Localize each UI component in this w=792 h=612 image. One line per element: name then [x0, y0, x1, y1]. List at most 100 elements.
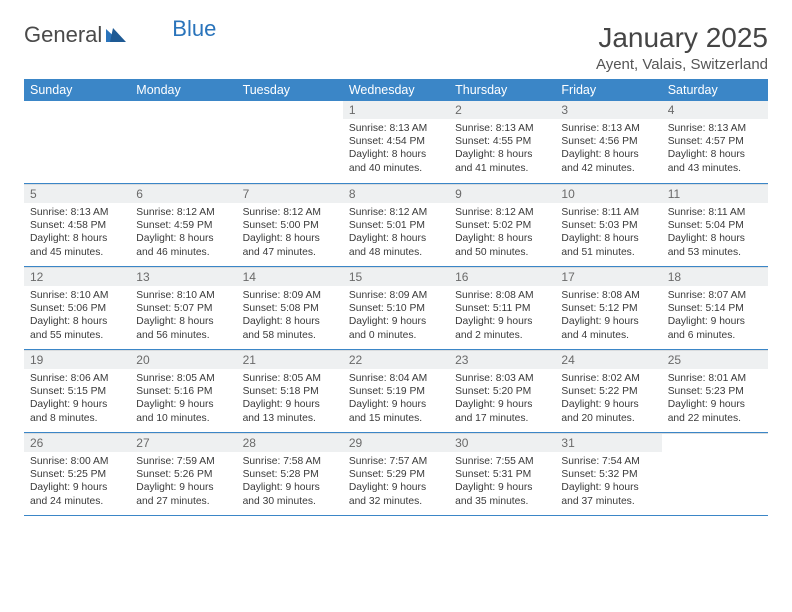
page-title: January 2025 [596, 22, 768, 54]
calendar-day-cell: 22Sunrise: 8:04 AMSunset: 5:19 PMDayligh… [343, 350, 449, 433]
weekday-header: Friday [555, 79, 661, 101]
day-number: 8 [343, 184, 449, 203]
day-number: 21 [237, 350, 343, 369]
calendar-day-cell: 5Sunrise: 8:13 AMSunset: 4:58 PMDaylight… [24, 184, 130, 267]
day-number: 6 [130, 184, 236, 203]
day-body: Sunrise: 8:03 AMSunset: 5:20 PMDaylight:… [449, 369, 555, 429]
day-body: Sunrise: 7:55 AMSunset: 5:31 PMDaylight:… [449, 452, 555, 512]
calendar-day-cell: 31Sunrise: 7:54 AMSunset: 5:32 PMDayligh… [555, 433, 661, 516]
day-body [130, 121, 236, 128]
day-number: 7 [237, 184, 343, 203]
day-number [24, 101, 130, 121]
calendar-head: SundayMondayTuesdayWednesdayThursdayFrid… [24, 79, 768, 101]
day-number: 4 [662, 101, 768, 119]
weekday-header: Saturday [662, 79, 768, 101]
calendar-week-row: 12Sunrise: 8:10 AMSunset: 5:06 PMDayligh… [24, 267, 768, 350]
calendar-week-row: 1Sunrise: 8:13 AMSunset: 4:54 PMDaylight… [24, 101, 768, 184]
day-number: 22 [343, 350, 449, 369]
calendar-day-cell: 27Sunrise: 7:59 AMSunset: 5:26 PMDayligh… [130, 433, 236, 516]
day-number: 25 [662, 350, 768, 369]
day-body: Sunrise: 8:12 AMSunset: 5:00 PMDaylight:… [237, 203, 343, 263]
day-body: Sunrise: 8:08 AMSunset: 5:11 PMDaylight:… [449, 286, 555, 346]
weekday-header: Sunday [24, 79, 130, 101]
calendar-day-cell: 28Sunrise: 7:58 AMSunset: 5:28 PMDayligh… [237, 433, 343, 516]
day-body: Sunrise: 7:59 AMSunset: 5:26 PMDaylight:… [130, 452, 236, 512]
day-body: Sunrise: 8:13 AMSunset: 4:57 PMDaylight:… [662, 119, 768, 179]
day-number [662, 433, 768, 454]
logo-triangle-icon [106, 22, 128, 48]
day-number: 16 [449, 267, 555, 286]
calendar-day-cell: 1Sunrise: 8:13 AMSunset: 4:54 PMDaylight… [343, 101, 449, 184]
calendar-day-cell: 3Sunrise: 8:13 AMSunset: 4:56 PMDaylight… [555, 101, 661, 184]
calendar-day-cell: 2Sunrise: 8:13 AMSunset: 4:55 PMDaylight… [449, 101, 555, 184]
calendar-day-cell: 12Sunrise: 8:10 AMSunset: 5:06 PMDayligh… [24, 267, 130, 350]
calendar-day-cell: 15Sunrise: 8:09 AMSunset: 5:10 PMDayligh… [343, 267, 449, 350]
calendar-day-cell: 8Sunrise: 8:12 AMSunset: 5:01 PMDaylight… [343, 184, 449, 267]
weekday-header: Wednesday [343, 79, 449, 101]
day-body: Sunrise: 8:06 AMSunset: 5:15 PMDaylight:… [24, 369, 130, 429]
day-body: Sunrise: 8:10 AMSunset: 5:07 PMDaylight:… [130, 286, 236, 346]
day-number [237, 101, 343, 121]
calendar-day-cell: 30Sunrise: 7:55 AMSunset: 5:31 PMDayligh… [449, 433, 555, 516]
day-number: 24 [555, 350, 661, 369]
day-body: Sunrise: 8:09 AMSunset: 5:10 PMDaylight:… [343, 286, 449, 346]
page-subtitle: Ayent, Valais, Switzerland [596, 56, 768, 73]
calendar-day-cell: 26Sunrise: 8:00 AMSunset: 5:25 PMDayligh… [24, 433, 130, 516]
calendar-day-cell [130, 101, 236, 184]
day-body: Sunrise: 8:12 AMSunset: 4:59 PMDaylight:… [130, 203, 236, 263]
day-body: Sunrise: 8:08 AMSunset: 5:12 PMDaylight:… [555, 286, 661, 346]
weekday-header: Thursday [449, 79, 555, 101]
calendar-day-cell: 20Sunrise: 8:05 AMSunset: 5:16 PMDayligh… [130, 350, 236, 433]
calendar-week-row: 26Sunrise: 8:00 AMSunset: 5:25 PMDayligh… [24, 433, 768, 516]
day-body: Sunrise: 8:04 AMSunset: 5:19 PMDaylight:… [343, 369, 449, 429]
logo-text-1: General [24, 22, 102, 48]
day-number: 30 [449, 433, 555, 452]
calendar-day-cell [237, 101, 343, 184]
day-number [130, 101, 236, 121]
calendar-week-row: 5Sunrise: 8:13 AMSunset: 4:58 PMDaylight… [24, 184, 768, 267]
calendar-day-cell: 18Sunrise: 8:07 AMSunset: 5:14 PMDayligh… [662, 267, 768, 350]
day-number: 20 [130, 350, 236, 369]
calendar-day-cell: 11Sunrise: 8:11 AMSunset: 5:04 PMDayligh… [662, 184, 768, 267]
calendar-body: 1Sunrise: 8:13 AMSunset: 4:54 PMDaylight… [24, 101, 768, 516]
calendar-day-cell: 7Sunrise: 8:12 AMSunset: 5:00 PMDaylight… [237, 184, 343, 267]
calendar-week-row: 19Sunrise: 8:06 AMSunset: 5:15 PMDayligh… [24, 350, 768, 433]
calendar-day-cell: 16Sunrise: 8:08 AMSunset: 5:11 PMDayligh… [449, 267, 555, 350]
day-body: Sunrise: 8:10 AMSunset: 5:06 PMDaylight:… [24, 286, 130, 346]
day-body: Sunrise: 8:05 AMSunset: 5:18 PMDaylight:… [237, 369, 343, 429]
day-body: Sunrise: 7:54 AMSunset: 5:32 PMDaylight:… [555, 452, 661, 512]
day-number: 23 [449, 350, 555, 369]
day-body: Sunrise: 7:58 AMSunset: 5:28 PMDaylight:… [237, 452, 343, 512]
calendar-day-cell: 21Sunrise: 8:05 AMSunset: 5:18 PMDayligh… [237, 350, 343, 433]
day-body: Sunrise: 8:01 AMSunset: 5:23 PMDaylight:… [662, 369, 768, 429]
calendar-day-cell: 13Sunrise: 8:10 AMSunset: 5:07 PMDayligh… [130, 267, 236, 350]
day-body: Sunrise: 8:13 AMSunset: 4:54 PMDaylight:… [343, 119, 449, 179]
day-body: Sunrise: 8:11 AMSunset: 5:04 PMDaylight:… [662, 203, 768, 263]
calendar-day-cell: 24Sunrise: 8:02 AMSunset: 5:22 PMDayligh… [555, 350, 661, 433]
calendar-day-cell: 6Sunrise: 8:12 AMSunset: 4:59 PMDaylight… [130, 184, 236, 267]
calendar-day-cell: 4Sunrise: 8:13 AMSunset: 4:57 PMDaylight… [662, 101, 768, 184]
day-number: 18 [662, 267, 768, 286]
day-number: 9 [449, 184, 555, 203]
calendar-day-cell: 9Sunrise: 8:12 AMSunset: 5:02 PMDaylight… [449, 184, 555, 267]
day-number: 26 [24, 433, 130, 452]
day-number: 17 [555, 267, 661, 286]
day-body: Sunrise: 8:13 AMSunset: 4:55 PMDaylight:… [449, 119, 555, 179]
day-number: 1 [343, 101, 449, 119]
day-number: 19 [24, 350, 130, 369]
day-number: 3 [555, 101, 661, 119]
calendar-day-cell: 14Sunrise: 8:09 AMSunset: 5:08 PMDayligh… [237, 267, 343, 350]
weekday-header: Tuesday [237, 79, 343, 101]
day-body: Sunrise: 8:12 AMSunset: 5:01 PMDaylight:… [343, 203, 449, 263]
day-number: 28 [237, 433, 343, 452]
day-number: 27 [130, 433, 236, 452]
calendar-day-cell: 19Sunrise: 8:06 AMSunset: 5:15 PMDayligh… [24, 350, 130, 433]
calendar-day-cell: 23Sunrise: 8:03 AMSunset: 5:20 PMDayligh… [449, 350, 555, 433]
day-body: Sunrise: 8:00 AMSunset: 5:25 PMDaylight:… [24, 452, 130, 512]
calendar-day-cell: 25Sunrise: 8:01 AMSunset: 5:23 PMDayligh… [662, 350, 768, 433]
day-body: Sunrise: 8:13 AMSunset: 4:58 PMDaylight:… [24, 203, 130, 263]
day-number: 12 [24, 267, 130, 286]
weekday-header: Monday [130, 79, 236, 101]
logo: General Blue [24, 22, 216, 48]
day-body: Sunrise: 8:09 AMSunset: 5:08 PMDaylight:… [237, 286, 343, 346]
